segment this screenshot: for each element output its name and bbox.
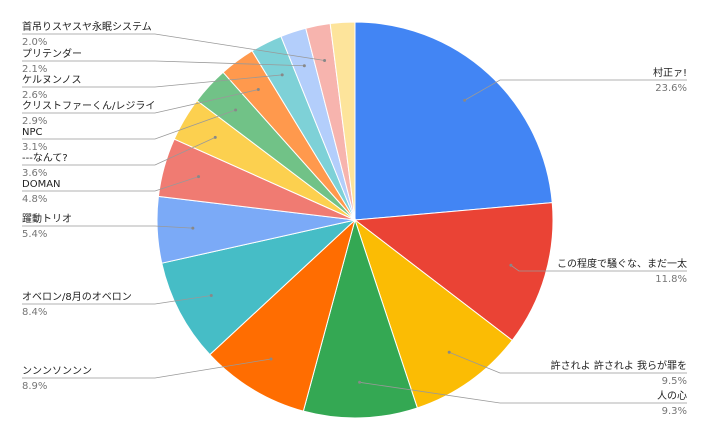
pie-slice	[302, 218, 418, 419]
slice-value: 8.9%	[22, 381, 47, 392]
leader-line	[464, 79, 687, 101]
leader-line	[22, 295, 212, 305]
slice-value: 8.4%	[22, 307, 47, 318]
leader-line	[510, 264, 687, 272]
pie-slice	[329, 21, 356, 221]
slice-label: オベロン/8月のオベロン	[22, 291, 132, 303]
slice-label: プリテンダー	[22, 47, 82, 60]
slice-value: 2.6%	[22, 90, 47, 101]
slice-value: 3.1%	[22, 142, 47, 153]
leader-dot	[463, 98, 467, 102]
slice-value: 2.1%	[22, 64, 47, 75]
leader-dot	[447, 350, 451, 354]
slice-label: クリストファーくん/レジライ	[22, 100, 155, 112]
leader-line	[22, 33, 325, 61]
pie-slice	[354, 218, 513, 409]
leader-line	[22, 136, 216, 166]
leader-line	[22, 358, 272, 379]
slice-value: 9.3%	[662, 406, 687, 417]
slice-label: 人の心	[657, 390, 687, 402]
slice-value: 2.9%	[22, 116, 47, 127]
leader-dot	[234, 108, 238, 112]
leader-dot	[209, 294, 213, 298]
pie-slice	[353, 202, 554, 342]
slice-value: 11.8%	[655, 274, 687, 285]
slice-label: NPC	[22, 127, 43, 138]
pie-slice	[354, 21, 553, 221]
leader-dot	[509, 263, 513, 267]
slice-label: この程度で騒ぐな、まだ一太	[557, 257, 687, 270]
pie-slice	[161, 219, 357, 356]
slice-value: 23.6%	[655, 83, 687, 94]
leader-dot	[323, 59, 327, 63]
slice-label: ンンンソンンン	[22, 366, 92, 377]
leader-dot	[197, 175, 201, 179]
slice-value: 4.8%	[22, 194, 47, 205]
leader-dot	[302, 64, 306, 68]
leader-line	[22, 60, 305, 67]
slice-label: 躍動トリオ	[22, 212, 72, 225]
slice-label: ケルヌンノス	[22, 74, 82, 86]
slice-label: 許されよ 許されよ 我らが罪を	[551, 359, 687, 372]
slice-label: DOMAN	[22, 179, 61, 190]
leader-line	[22, 225, 193, 229]
leader-dot	[191, 226, 195, 230]
slice-value: 5.4%	[22, 229, 47, 240]
leader-line	[449, 351, 687, 374]
slice-label: 村正ァ!	[653, 66, 687, 79]
leader-dot	[213, 135, 217, 139]
leader-line	[22, 109, 236, 140]
leader-line	[22, 89, 259, 114]
slice-label: ---なんて?	[22, 152, 68, 164]
slice-label: 首吊りスヤスヤ永眠システム	[22, 20, 152, 33]
slice-value: 3.6%	[22, 168, 47, 179]
leader-dot	[256, 88, 260, 92]
slice-value: 2.0%	[22, 37, 47, 48]
leader-line	[22, 74, 283, 88]
leader-dot	[269, 357, 273, 361]
leader-line	[359, 381, 687, 404]
leader-dot	[280, 73, 284, 77]
slice-value: 9.5%	[662, 376, 687, 387]
leader-line	[22, 176, 199, 192]
leader-dot	[358, 380, 362, 384]
